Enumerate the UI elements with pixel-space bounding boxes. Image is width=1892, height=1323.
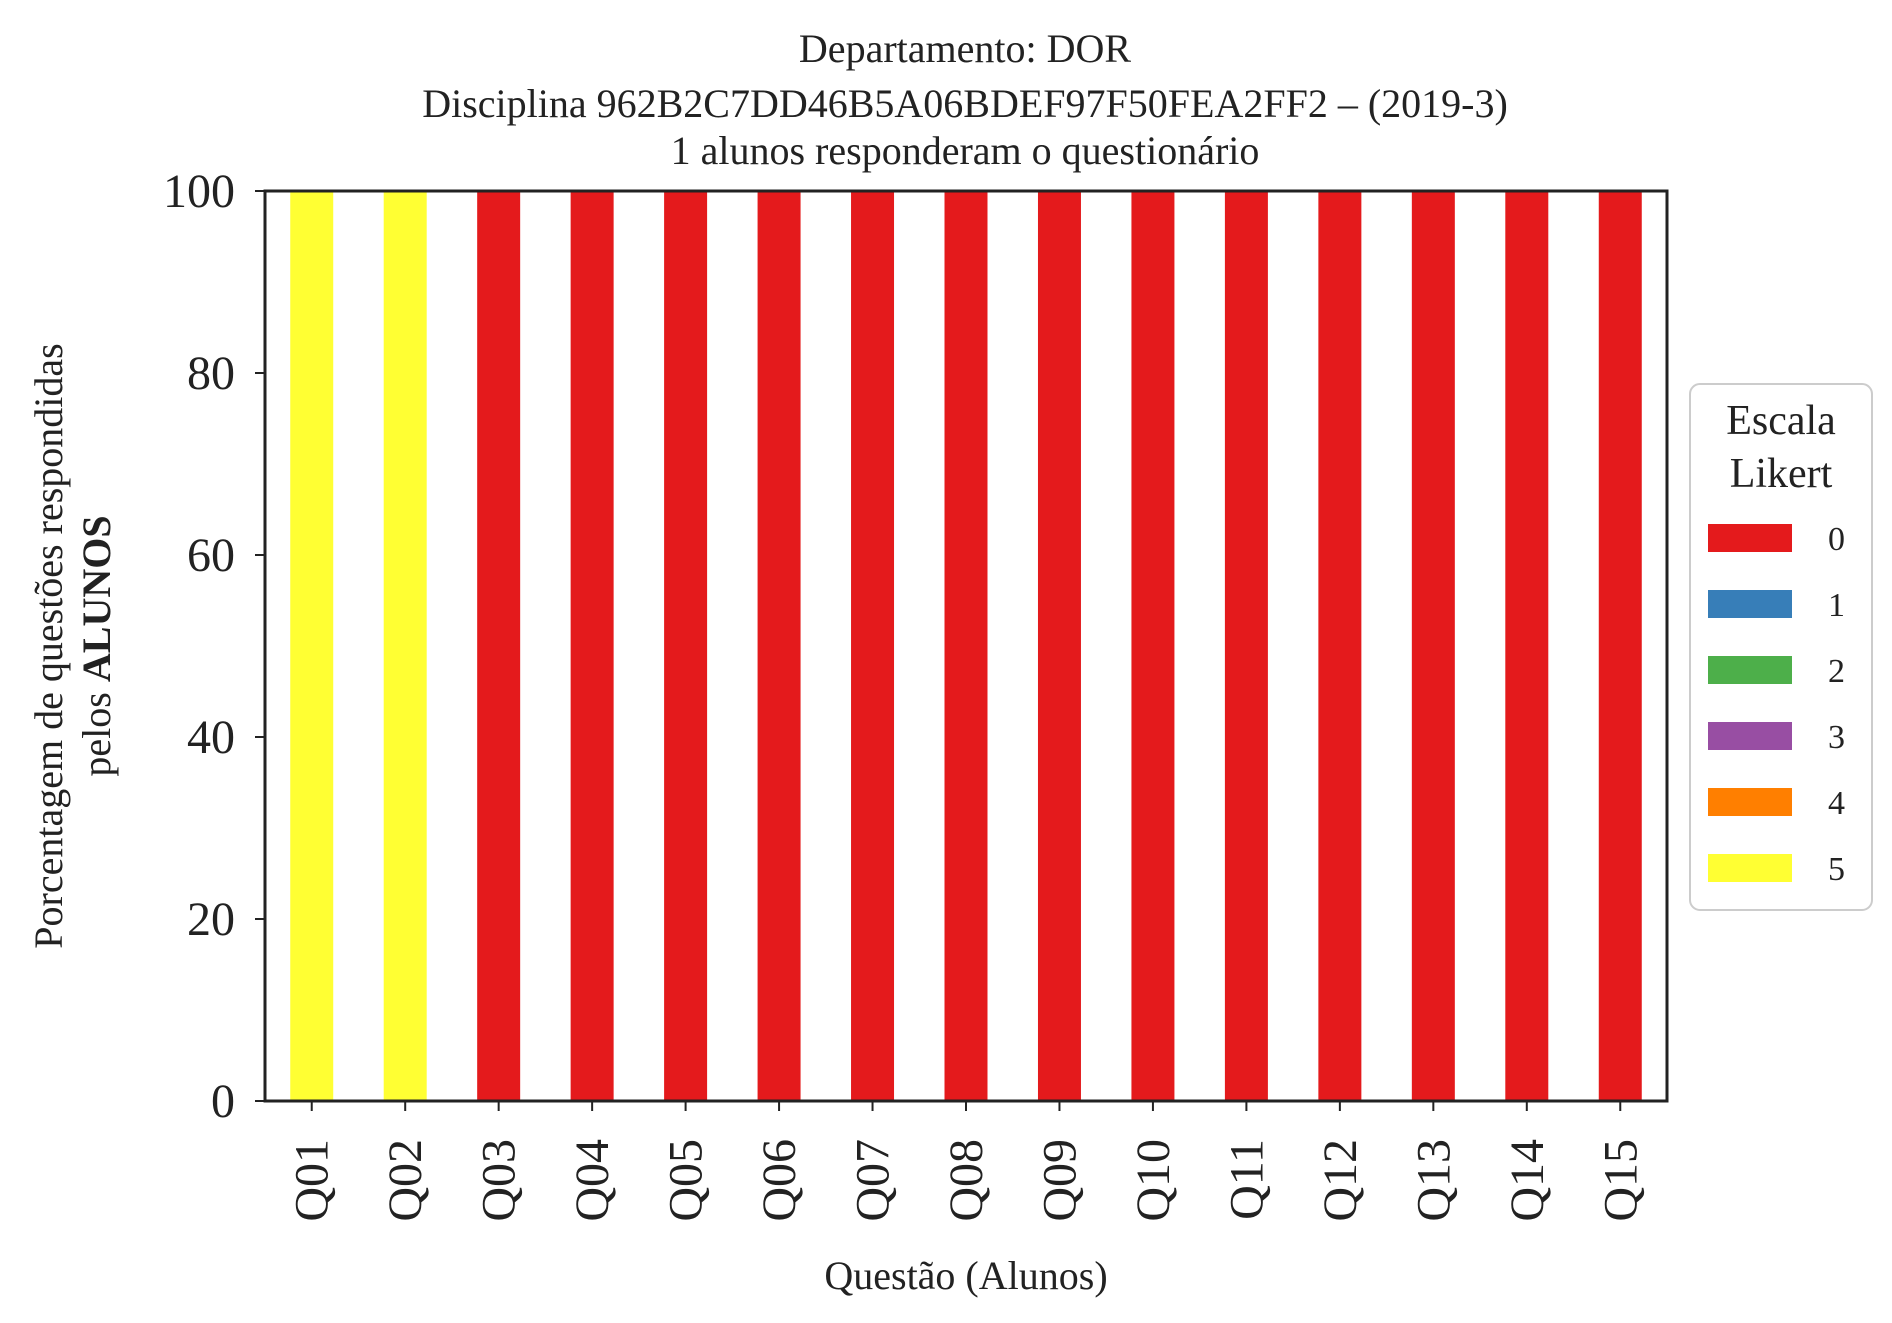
x-tick-label-q06: Q06 bbox=[753, 1139, 806, 1222]
legend-label-3: 3 bbox=[1828, 719, 1845, 756]
bar-q13-level-0 bbox=[1411, 191, 1455, 1101]
x-tick-label-q08: Q08 bbox=[940, 1139, 993, 1222]
legend: Escala Likert 0 1 2 3 4 5 bbox=[1689, 383, 1873, 911]
bar-q09-level-0 bbox=[1037, 191, 1081, 1101]
y-tick-label: 60 bbox=[187, 529, 235, 582]
x-axis-label: Questão (Alunos) bbox=[824, 1253, 1107, 1298]
x-tick-label-q07: Q07 bbox=[847, 1139, 900, 1222]
chart-title: Departamento: DOR Disciplina 962B2C7DD46… bbox=[422, 26, 1508, 173]
x-tick-label-q13: Q13 bbox=[1407, 1139, 1460, 1222]
bar-q03-level-0 bbox=[477, 191, 521, 1101]
legend-swatch-1 bbox=[1708, 590, 1792, 618]
x-tick-label-q14: Q14 bbox=[1501, 1139, 1554, 1222]
y-tick-label: 100 bbox=[163, 165, 235, 218]
x-tick-label-q04: Q04 bbox=[566, 1139, 619, 1222]
x-tick-label-q02: Q02 bbox=[379, 1139, 432, 1222]
x-tick-label-q10: Q10 bbox=[1127, 1139, 1180, 1222]
legend-label-4: 4 bbox=[1828, 785, 1845, 822]
y-tick-label: 40 bbox=[187, 711, 235, 764]
title-line-1: Departamento: DOR bbox=[799, 26, 1131, 71]
x-tick-label-q11: Q11 bbox=[1220, 1139, 1273, 1220]
legend-swatch-5 bbox=[1708, 854, 1792, 882]
x-tick-labels: Q01 Q02 Q03 Q04 Q05 Q06 Q07 Q08 Q09 Q10 Q11 Q12 Q13 Q… bbox=[286, 1101, 1647, 1222]
title-line-2: Disciplina 962B2C7DD46B5A06BDEF97F50FEA2… bbox=[422, 81, 1508, 126]
bar-q01-level-5 bbox=[290, 191, 334, 1101]
y-axis-label: Porcentagem de questões respondidas pelo… bbox=[26, 343, 119, 948]
bar-q10-level-0 bbox=[1131, 191, 1175, 1101]
legend-label-5: 5 bbox=[1828, 851, 1845, 888]
legend-swatch-2 bbox=[1708, 656, 1792, 684]
plot-frame bbox=[263, 189, 1669, 1103]
bar-q07-level-0 bbox=[851, 191, 895, 1101]
x-tick-label-q09: Q09 bbox=[1033, 1139, 1086, 1222]
y-tick-label: 0 bbox=[211, 1075, 235, 1128]
legend-items: 0 1 2 3 4 5 bbox=[1708, 521, 1845, 888]
legend-title-line-1: Escala bbox=[1726, 398, 1836, 444]
legend-label-0: 0 bbox=[1828, 521, 1845, 558]
bar-q04-level-0 bbox=[570, 191, 614, 1101]
y-axis-label-prefix: pelos bbox=[74, 682, 119, 776]
legend-swatch-3 bbox=[1708, 722, 1792, 750]
legend-label-2: 2 bbox=[1828, 653, 1845, 690]
x-tick-label-q12: Q12 bbox=[1314, 1139, 1367, 1222]
title-line-3: 1 alunos responderam o questionário bbox=[671, 128, 1260, 173]
y-tick-labels: 0 20 40 60 80 100 bbox=[163, 165, 265, 1128]
bar-q14-level-0 bbox=[1505, 191, 1549, 1101]
legend-swatch-0 bbox=[1708, 524, 1792, 552]
y-axis-label-line-2: pelos ALUNOS bbox=[74, 515, 119, 776]
bar-q12-level-0 bbox=[1318, 191, 1362, 1101]
x-tick-label-q03: Q03 bbox=[473, 1139, 526, 1222]
bar-q05-level-0 bbox=[664, 191, 708, 1101]
legend-box bbox=[1689, 383, 1873, 911]
bar-q02-level-5 bbox=[383, 191, 427, 1101]
legend-title-line-2: Likert bbox=[1730, 451, 1833, 497]
x-tick-label-q01: Q01 bbox=[286, 1139, 339, 1222]
bar-q06-level-0 bbox=[757, 191, 801, 1101]
bars-group bbox=[290, 191, 1642, 1101]
x-tick-label-q05: Q05 bbox=[660, 1139, 713, 1222]
y-tick-label: 20 bbox=[187, 893, 235, 946]
bar-q11-level-0 bbox=[1224, 191, 1268, 1101]
legend-label-1: 1 bbox=[1828, 587, 1845, 624]
x-tick-label-q15: Q15 bbox=[1594, 1139, 1647, 1222]
y-axis-label-line-1: Porcentagem de questões respondidas bbox=[26, 343, 71, 948]
legend-swatch-4 bbox=[1708, 788, 1792, 816]
y-tick-label: 80 bbox=[187, 347, 235, 400]
bar-q15-level-0 bbox=[1598, 191, 1642, 1101]
bar-q08-level-0 bbox=[944, 191, 988, 1101]
y-axis-label-bold: ALUNOS bbox=[74, 515, 119, 682]
